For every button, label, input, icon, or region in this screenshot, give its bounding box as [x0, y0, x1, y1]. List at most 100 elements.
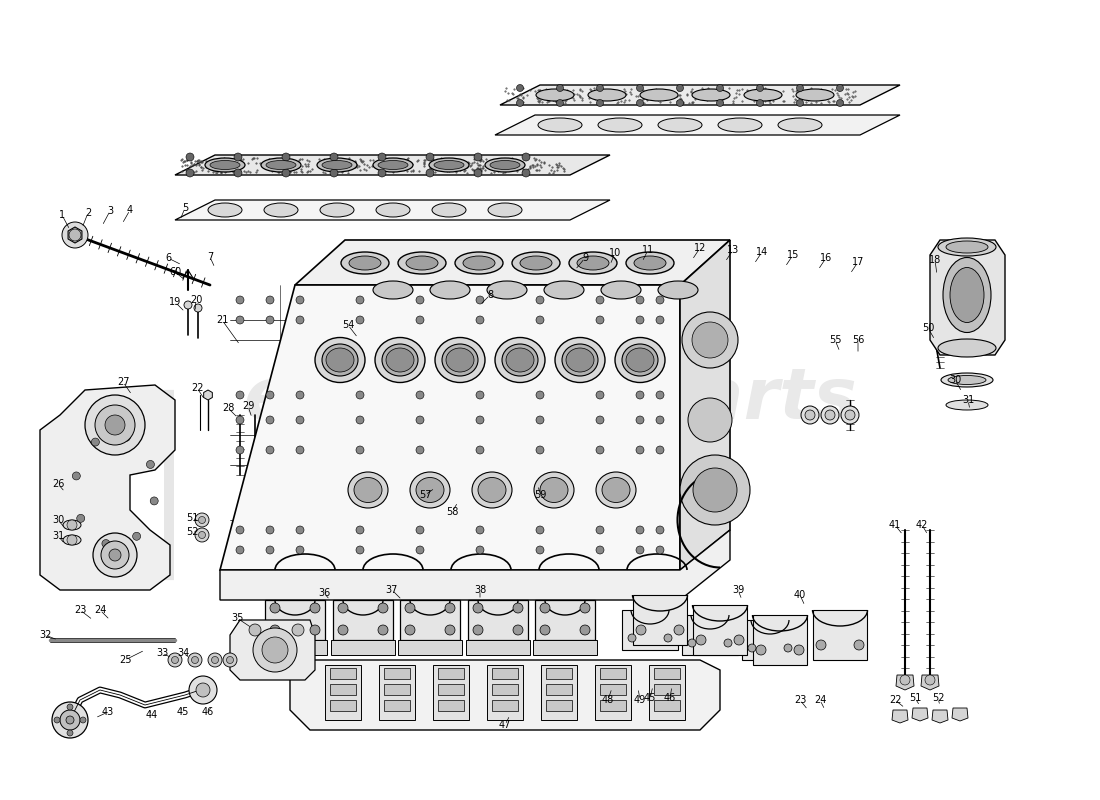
- Text: 21: 21: [216, 315, 228, 325]
- Text: 24: 24: [814, 695, 826, 705]
- Ellipse shape: [744, 89, 782, 101]
- Ellipse shape: [718, 118, 762, 132]
- Circle shape: [473, 603, 483, 613]
- Bar: [438, 700, 464, 711]
- Bar: [541, 665, 578, 720]
- Circle shape: [596, 546, 604, 554]
- Ellipse shape: [455, 252, 503, 274]
- Circle shape: [636, 316, 644, 324]
- Polygon shape: [952, 708, 968, 721]
- Text: 32: 32: [39, 630, 52, 640]
- Ellipse shape: [495, 338, 544, 382]
- Circle shape: [636, 526, 644, 534]
- Circle shape: [674, 625, 684, 635]
- Circle shape: [596, 446, 604, 454]
- Circle shape: [310, 625, 320, 635]
- Circle shape: [656, 391, 664, 399]
- Ellipse shape: [463, 256, 495, 270]
- Circle shape: [656, 526, 664, 534]
- Circle shape: [60, 710, 80, 730]
- Ellipse shape: [63, 535, 81, 545]
- Bar: [492, 668, 518, 679]
- Text: 50: 50: [922, 323, 934, 333]
- Bar: [384, 668, 410, 679]
- Circle shape: [796, 85, 803, 91]
- Ellipse shape: [578, 256, 609, 270]
- Circle shape: [101, 541, 129, 569]
- Bar: [324, 665, 361, 720]
- Polygon shape: [398, 640, 462, 655]
- Text: 3: 3: [107, 206, 113, 216]
- Circle shape: [637, 85, 644, 91]
- Circle shape: [474, 169, 482, 177]
- Ellipse shape: [386, 348, 414, 372]
- Circle shape: [557, 99, 563, 106]
- Circle shape: [54, 717, 60, 723]
- Circle shape: [236, 316, 244, 324]
- Text: 49: 49: [634, 695, 646, 705]
- Circle shape: [356, 416, 364, 424]
- Text: 29: 29: [242, 401, 254, 411]
- Ellipse shape: [382, 344, 418, 376]
- Text: 36: 36: [318, 588, 330, 598]
- Circle shape: [636, 625, 646, 635]
- Bar: [649, 665, 685, 720]
- Ellipse shape: [540, 478, 568, 502]
- Polygon shape: [500, 85, 900, 105]
- Circle shape: [266, 446, 274, 454]
- Circle shape: [596, 526, 604, 534]
- Text: 25: 25: [119, 655, 131, 665]
- Ellipse shape: [446, 348, 474, 372]
- Polygon shape: [331, 640, 395, 655]
- Circle shape: [236, 391, 244, 399]
- Circle shape: [636, 296, 644, 304]
- Circle shape: [854, 640, 864, 650]
- Text: 19: 19: [169, 297, 182, 307]
- Circle shape: [676, 85, 683, 91]
- Circle shape: [596, 296, 604, 304]
- Text: 47: 47: [498, 720, 512, 730]
- Circle shape: [536, 546, 544, 554]
- Polygon shape: [175, 155, 610, 175]
- Circle shape: [596, 316, 604, 324]
- Circle shape: [186, 169, 194, 177]
- Ellipse shape: [938, 238, 996, 256]
- Circle shape: [292, 624, 304, 636]
- Ellipse shape: [488, 203, 522, 217]
- Circle shape: [748, 644, 756, 652]
- Bar: [330, 684, 356, 695]
- Ellipse shape: [950, 267, 984, 322]
- Ellipse shape: [778, 118, 822, 132]
- Polygon shape: [535, 600, 595, 640]
- Circle shape: [356, 526, 364, 534]
- Text: 14: 14: [756, 247, 768, 257]
- Bar: [438, 684, 464, 695]
- Bar: [384, 684, 410, 695]
- Circle shape: [270, 625, 280, 635]
- Ellipse shape: [948, 375, 986, 385]
- Ellipse shape: [261, 158, 301, 172]
- Polygon shape: [230, 620, 315, 680]
- Circle shape: [198, 531, 206, 538]
- Circle shape: [94, 533, 138, 577]
- Ellipse shape: [621, 344, 658, 376]
- Text: 52: 52: [932, 693, 944, 703]
- Circle shape: [188, 653, 202, 667]
- Ellipse shape: [658, 281, 698, 299]
- Circle shape: [85, 395, 145, 455]
- Circle shape: [67, 520, 77, 530]
- Circle shape: [476, 391, 484, 399]
- Text: 45: 45: [177, 707, 189, 717]
- Text: 5: 5: [182, 203, 188, 213]
- Circle shape: [426, 153, 434, 161]
- Circle shape: [67, 704, 73, 710]
- Circle shape: [266, 296, 274, 304]
- Circle shape: [338, 625, 348, 635]
- Circle shape: [66, 716, 74, 724]
- Ellipse shape: [796, 89, 834, 101]
- Text: 39: 39: [732, 585, 744, 595]
- Bar: [600, 700, 626, 711]
- Bar: [654, 668, 680, 679]
- Circle shape: [476, 546, 484, 554]
- Circle shape: [184, 301, 192, 309]
